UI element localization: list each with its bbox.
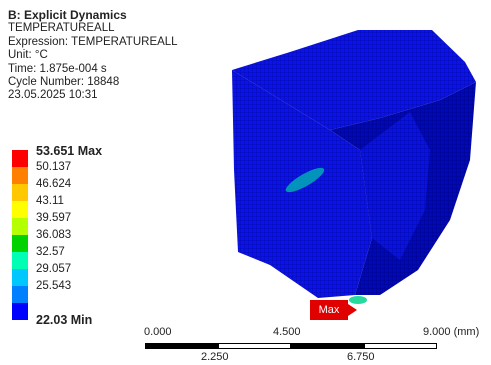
model-chamfer-face: [360, 112, 430, 260]
legend-swatch: [12, 269, 28, 286]
scale-tick-label: 2.250: [201, 351, 229, 363]
scale-segment: [291, 343, 364, 349]
legend-level-label: 36.083: [36, 229, 72, 241]
legend-swatch: [12, 286, 28, 303]
legend-level-label: 43.11: [36, 195, 64, 207]
scale-tick-label: 9.000 (mm): [423, 326, 480, 338]
scale-segment: [218, 343, 291, 349]
expression-text: Expression: TEMPERATUREALL: [8, 35, 178, 48]
legend-level-label: 50.137: [36, 161, 72, 173]
legend-swatch: [12, 167, 28, 184]
legend-level-label: 29.057: [36, 263, 72, 275]
result-name: TEMPERATUREALL: [8, 22, 115, 35]
cycle-number-text: Cycle Number: 18848: [8, 76, 120, 89]
legend-max-label: 53.651 Max: [36, 144, 103, 158]
legend-level-label: 46.624: [36, 178, 72, 190]
unit-text: Unit: °C: [8, 49, 48, 62]
legend-swatch: [12, 303, 28, 320]
temperature-hotspot: [285, 167, 325, 193]
scale-segment: [364, 343, 437, 349]
time-text: Time: 1.875e-004 s: [8, 62, 107, 75]
legend-swatch: [12, 201, 28, 218]
legend-swatch: [12, 150, 28, 167]
scale-tick-label: 4.500: [273, 326, 301, 338]
max-probe-label[interactable]: Max: [310, 300, 357, 320]
legend-min-label: 22.03 Min: [36, 313, 93, 327]
legend-swatch: [12, 218, 28, 235]
scale-tick-label: 6.750: [347, 351, 375, 363]
analysis-title: B: Explicit Dynamics: [8, 8, 127, 22]
legend-level-label: 32.57: [36, 246, 65, 258]
temperature-hotspot: [349, 296, 367, 304]
legend-level-label: 25.543: [36, 280, 72, 292]
legend-swatch: [12, 235, 28, 252]
timestamp-text: 23.05.2025 10:31: [8, 89, 98, 102]
legend-swatch: [12, 252, 28, 269]
result-info: B: Explicit Dynamics TEMPERATUREALL Expr…: [8, 8, 178, 103]
scale-tick-label: 0.000: [144, 326, 172, 338]
model-top-face: [232, 30, 476, 130]
scale-segment: [145, 343, 218, 349]
legend-swatch: [12, 184, 28, 201]
legend-level-label: 39.597: [36, 212, 72, 224]
